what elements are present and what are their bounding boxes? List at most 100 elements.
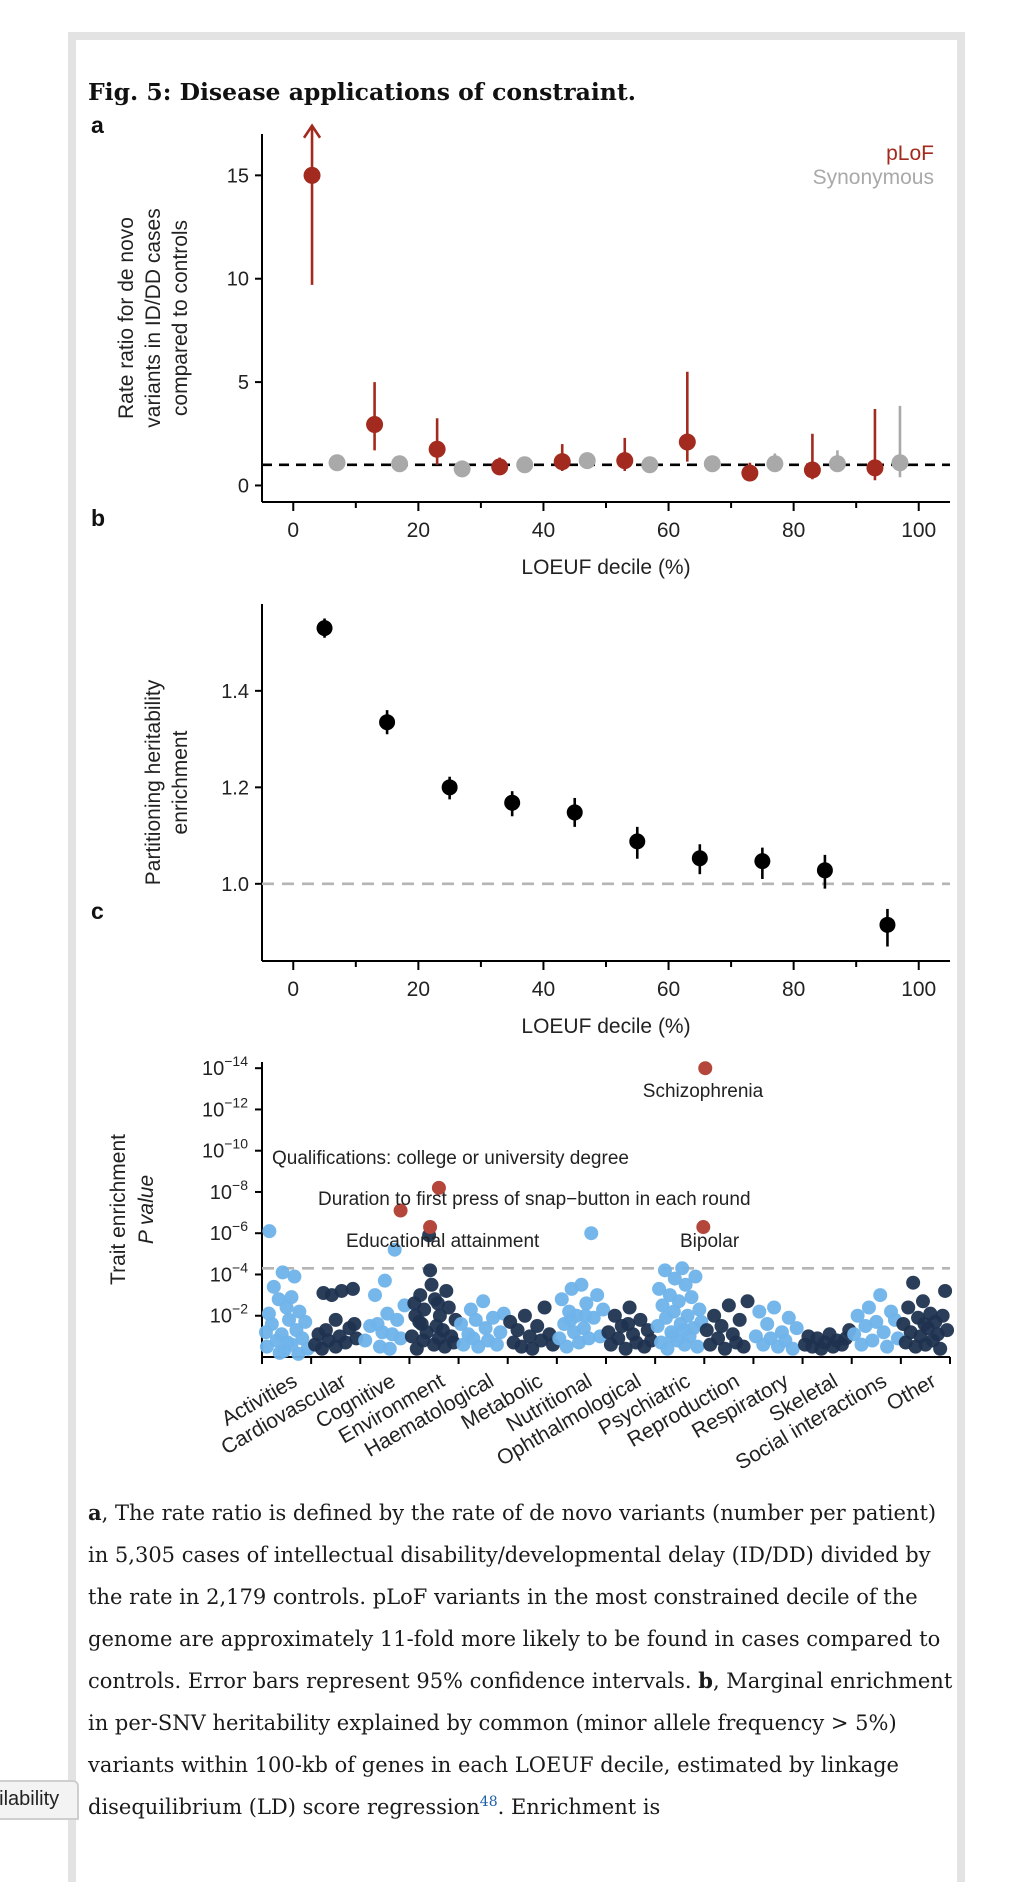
trait-point [522, 1329, 537, 1344]
trait-point [275, 1265, 290, 1280]
trait-point [554, 1292, 569, 1307]
trait-point [584, 1226, 599, 1241]
trait-point [328, 1312, 343, 1327]
trait-point [740, 1294, 755, 1309]
trait-point [272, 1345, 287, 1360]
trait-point [382, 1341, 397, 1356]
panel-c-label: c [91, 898, 104, 924]
trait-point [935, 1308, 950, 1323]
trait-point [940, 1323, 955, 1338]
trait-point [633, 1312, 648, 1327]
y-tick-label: 10−2 [210, 1301, 248, 1328]
y-tick-label: 1.0 [221, 874, 249, 896]
trait-point [338, 1335, 353, 1350]
y-tick-label: 1.4 [221, 681, 249, 703]
availability-tab[interactable]: ailability [0, 1780, 80, 1820]
x-tick-label: 100 [901, 978, 936, 1001]
data-point [703, 455, 721, 473]
trait-point [660, 1341, 675, 1356]
y-tick-label: 10−10 [202, 1136, 248, 1163]
data-point [441, 779, 458, 796]
x-tick-label: 80 [782, 978, 805, 1001]
trait-point [596, 1302, 611, 1317]
trait-point [789, 1321, 804, 1336]
trait-point [485, 1310, 500, 1325]
data-point [641, 456, 659, 474]
panel-b-chart: 1.0 1.2 1.4 0 20 40 60 80 100 LOEUF decile (%) Par… [142, 604, 950, 1038]
trait-point [618, 1341, 633, 1356]
y-axis-title: variants in ID/DD cases [142, 208, 165, 427]
trait-point [667, 1271, 682, 1286]
trait-point [581, 1331, 596, 1346]
trait-annotation: Duration to first press of snap−button i… [318, 1189, 751, 1210]
figure-title: Fig. 5: Disease applications of constrai… [88, 78, 636, 106]
trait-point [906, 1275, 921, 1290]
trait-point [574, 1277, 589, 1292]
data-point [491, 458, 509, 476]
trait-point [869, 1314, 884, 1329]
data-point [891, 454, 909, 472]
x-tick-label: 20 [407, 978, 430, 1001]
trait-point [678, 1277, 693, 1292]
y-tick-label: 15 [227, 165, 249, 187]
trait-point [292, 1304, 307, 1319]
trait-point [266, 1279, 281, 1294]
trait-point [611, 1331, 626, 1346]
error-bar-arrow [302, 123, 322, 139]
caption-reference-link[interactable]: 48 [479, 1794, 498, 1810]
trait-point [264, 1316, 279, 1331]
trait-point [622, 1300, 637, 1315]
x-axis-title: LOEUF decile (%) [521, 1015, 690, 1038]
trait-point [915, 1294, 930, 1309]
x-tick-label: 0 [287, 978, 299, 1001]
panel-a-chart: 0 5 10 15 0 20 40 60 80 100 LOEUF decile (%) Rate r… [115, 123, 950, 579]
trait-point [424, 1277, 439, 1292]
highlighted-trait-point [423, 1220, 438, 1235]
trait-point [454, 1316, 469, 1331]
caption-a-label: a [88, 1500, 102, 1525]
trait-point [752, 1304, 767, 1319]
data-point [879, 916, 896, 933]
trait-point [408, 1308, 423, 1323]
trait-point [432, 1308, 447, 1323]
x-tick-label: 60 [657, 519, 680, 542]
x-tick-label: 40 [532, 519, 555, 542]
x-tick-label: 20 [407, 519, 430, 542]
data-point [578, 452, 596, 470]
y-axis-title: compared to controls [169, 220, 192, 416]
trait-point [652, 1281, 667, 1296]
trait-point [873, 1288, 888, 1303]
y-axis-title: Trait enrichment [107, 1134, 130, 1285]
trait-point [404, 1329, 419, 1344]
data-point [553, 453, 571, 471]
trait-point [655, 1298, 670, 1313]
trait-point [489, 1337, 504, 1352]
data-point [504, 794, 521, 811]
trait-point [368, 1288, 383, 1303]
y-tick-label: 10−14 [202, 1053, 248, 1080]
trait-point [781, 1310, 796, 1325]
y-tick-label: 0 [238, 475, 249, 497]
figure-charts: 0 5 10 15 0 20 40 60 80 100 LOEUF decile (%) Rate r… [107, 123, 955, 1475]
trait-point [676, 1323, 691, 1338]
trait-point [590, 1288, 605, 1303]
data-point [453, 460, 471, 478]
trait-point [938, 1283, 953, 1298]
data-point [303, 166, 321, 184]
trait-point [692, 1302, 707, 1317]
trait-point [334, 1283, 349, 1298]
trait-point [684, 1290, 699, 1305]
trait-point [675, 1261, 690, 1276]
trait-point [430, 1296, 445, 1311]
trait-point [537, 1300, 552, 1315]
trait-point [563, 1312, 578, 1327]
highlighted-trait-point [393, 1203, 408, 1218]
x-tick-label: 100 [901, 519, 936, 542]
trait-point [578, 1308, 593, 1323]
y-axis-title: Partitioning heritability [142, 679, 165, 885]
trait-point [665, 1329, 680, 1344]
data-point [678, 433, 696, 451]
trait-point [785, 1341, 800, 1356]
trait-point [478, 1321, 493, 1336]
trait-point [439, 1283, 454, 1298]
